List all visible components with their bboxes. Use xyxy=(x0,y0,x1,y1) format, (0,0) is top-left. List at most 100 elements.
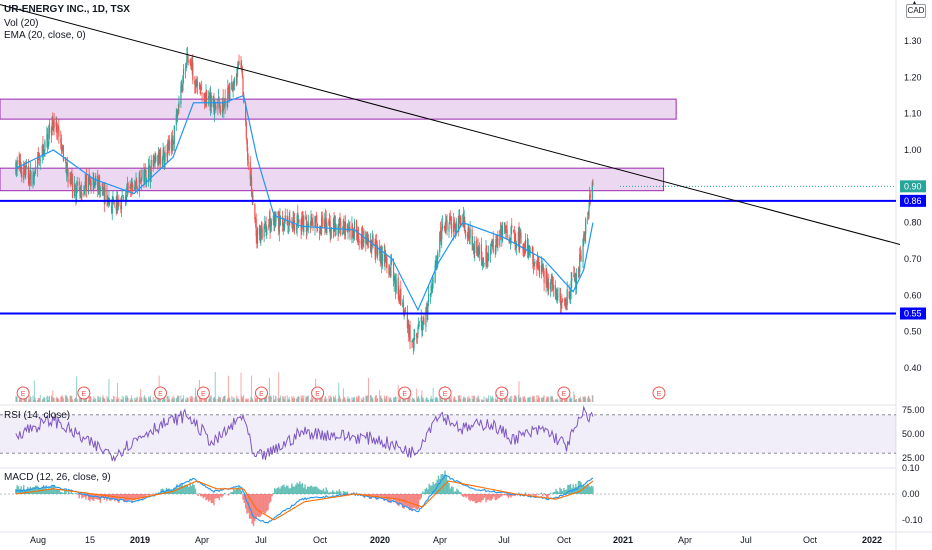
candle-body xyxy=(379,252,381,262)
candle-body xyxy=(274,216,276,227)
volume-bar xyxy=(124,395,126,402)
volume-bar xyxy=(109,399,111,402)
chevron-up-icon[interactable]: ▲ xyxy=(911,0,918,7)
candle-body xyxy=(398,300,401,302)
macd-histogram-bar xyxy=(30,488,33,494)
volume-bar xyxy=(453,398,455,402)
candle-body xyxy=(540,264,543,274)
candle-body xyxy=(337,225,339,235)
candle-body xyxy=(241,68,243,76)
candle-body xyxy=(347,228,349,234)
volume-bar xyxy=(465,397,467,402)
candle-body xyxy=(222,98,224,111)
earnings-marker: E xyxy=(557,386,571,400)
candle-body xyxy=(283,220,286,229)
volume-bar xyxy=(338,382,340,402)
macd-histogram-bar xyxy=(139,494,141,499)
volume-bar xyxy=(56,396,58,402)
volume-bar xyxy=(504,396,506,402)
candle-body xyxy=(297,220,300,222)
volume-bar xyxy=(181,399,183,402)
candle-body xyxy=(223,103,225,110)
volume-bar xyxy=(85,398,87,402)
candle-body xyxy=(324,217,327,232)
volume-bar xyxy=(485,397,487,402)
candle-body xyxy=(194,83,197,87)
macd-histogram-bar xyxy=(42,485,45,494)
candle-body xyxy=(107,202,109,204)
candle-body xyxy=(571,278,573,281)
candle-body xyxy=(556,296,558,298)
macd-histogram-bar xyxy=(428,483,430,494)
macd-line xyxy=(15,474,594,524)
volume-bar xyxy=(321,396,323,402)
earnings-marker-label: E xyxy=(21,391,26,398)
candle-body xyxy=(190,63,192,65)
macd-histogram-bar xyxy=(557,492,560,494)
volume-bar xyxy=(33,399,35,402)
date-tick-label: Jul xyxy=(498,535,510,545)
volume-bar xyxy=(523,397,525,402)
macd-histogram-bar xyxy=(291,483,293,494)
macd-histogram-bar xyxy=(145,494,148,496)
candle-body xyxy=(515,243,517,248)
candle-body xyxy=(140,180,142,183)
macd-histogram-bar xyxy=(149,494,152,496)
volume-bar xyxy=(353,397,355,402)
candle-body xyxy=(218,99,220,101)
macd-histogram-bar xyxy=(192,483,194,494)
earnings-marker-circle xyxy=(153,386,167,400)
candle-body xyxy=(342,232,344,235)
volume-bar xyxy=(411,398,413,402)
candle-body xyxy=(504,224,506,230)
candle-body xyxy=(33,172,35,178)
macd-histogram-bar xyxy=(334,492,337,494)
volume-bar xyxy=(399,399,401,402)
macd-histogram-bar xyxy=(320,489,322,494)
candle-body xyxy=(305,216,307,219)
volume-bar xyxy=(90,397,92,402)
candle-body xyxy=(60,142,63,150)
currency-badge[interactable]: CAD xyxy=(906,4,926,18)
price-tick-label: 0.60 xyxy=(904,290,922,300)
volume-bar xyxy=(528,397,530,402)
volume-bar xyxy=(481,399,483,402)
candle-body xyxy=(284,215,286,220)
candle-body xyxy=(229,82,231,101)
volume-bar xyxy=(418,398,420,402)
volume-bar xyxy=(362,396,364,402)
volume-bar xyxy=(227,398,229,402)
volume-bar xyxy=(149,396,151,402)
candle-body xyxy=(458,217,460,231)
candle-body xyxy=(315,219,317,223)
macd-histogram-bar xyxy=(272,493,275,494)
macd-histogram-bar xyxy=(202,494,205,499)
volume-bar xyxy=(547,396,549,402)
volume-bar xyxy=(76,399,78,402)
volume-bar xyxy=(412,397,414,402)
macd-histogram-bar xyxy=(140,494,143,499)
macd-histogram-bar xyxy=(549,492,552,494)
volume-bar xyxy=(259,398,261,402)
candle-body xyxy=(330,234,332,236)
candle-body xyxy=(97,179,99,190)
macd-histogram-bar xyxy=(182,485,185,494)
volume-bar xyxy=(21,397,23,402)
volume-bar xyxy=(189,395,191,402)
candle-body xyxy=(233,78,236,85)
volume-bar xyxy=(120,398,122,402)
candle-body xyxy=(245,121,247,138)
volume-bar xyxy=(334,397,336,402)
macd-histogram-bar xyxy=(462,494,465,498)
macd-histogram-bar xyxy=(284,487,286,494)
candle-body xyxy=(52,118,54,131)
candle-body xyxy=(464,220,466,229)
candle-body xyxy=(145,169,147,183)
macd-histogram-bar xyxy=(314,486,317,494)
macd-histogram-bar xyxy=(268,494,271,504)
candle-body xyxy=(453,219,455,228)
macd-histogram-bar xyxy=(86,494,88,497)
candle-body xyxy=(559,293,561,295)
macd-histogram-bar xyxy=(544,494,547,496)
